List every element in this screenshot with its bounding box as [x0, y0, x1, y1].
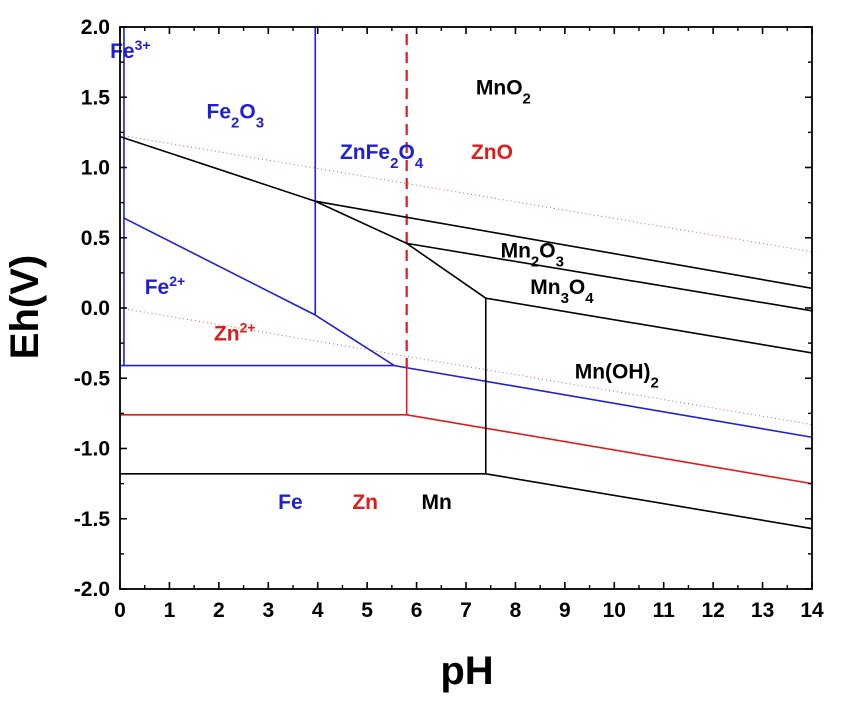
series-line-segment	[120, 307, 812, 426]
series-water-stability-upper	[120, 134, 812, 253]
x-tick-label: 14	[800, 599, 824, 622]
x-axis-title: pH	[440, 649, 493, 693]
x-tick-label: 12	[701, 599, 724, 622]
x-tick-label: 1	[164, 599, 176, 622]
region-label-fe: Fe	[278, 491, 303, 514]
region-label-zno: ZnO	[471, 141, 513, 164]
series-line-segment	[314, 200, 408, 245]
y-axis-title: Eh(V)	[3, 255, 47, 359]
series-line-segment	[485, 297, 812, 354]
series-fe	[120, 27, 812, 439]
region-label-znfe2o4: ZnFe2O4	[340, 141, 424, 172]
series-line-segment	[406, 242, 812, 312]
region-label-mn: Mn	[422, 491, 452, 514]
x-tick-label: 6	[411, 599, 423, 622]
region-label-mno2: MnO2	[476, 76, 531, 107]
axis-layer: 0 1 2 3 4 5 6 7 8 9 10 11 12 13 142.01.51.00.50.0-0.5-…	[74, 16, 824, 622]
x-tick-label: 2	[213, 599, 225, 622]
region-label-fe2o3: Fe2O3	[207, 100, 265, 131]
region-label-zn: Zn	[352, 491, 378, 514]
x-tick-label: 8	[510, 599, 522, 622]
y-tick-label: 1.5	[81, 86, 111, 109]
region-label-fe2: Fe2+	[145, 273, 185, 299]
x-tick-label: 3	[262, 599, 274, 622]
series-line-segment	[406, 413, 812, 485]
series-layer	[120, 27, 812, 530]
y-tick-label: 2.0	[81, 16, 110, 39]
region-label-mn2o3: Mn2O3	[501, 239, 564, 270]
y-tick-label: 0.5	[81, 227, 111, 250]
series-water-stability-lower	[120, 307, 812, 426]
series-line-segment	[485, 473, 812, 530]
annotation-layer: Fe3+ Fe2O3 ZnFe2O4 ZnO MnO2 Mn2O3 Mn3O4 Fe2+ Zn2…	[110, 37, 659, 514]
series-zn	[120, 368, 812, 485]
x-tick-label: 0	[114, 599, 126, 622]
x-tick-label: 7	[460, 599, 472, 622]
y-tick-label: 0.0	[81, 297, 110, 320]
y-tick-label: 1.0	[81, 157, 110, 180]
region-label-fe3: Fe3+	[110, 37, 150, 63]
series-line-segment	[120, 134, 812, 253]
x-tick-label: 5	[361, 599, 373, 622]
y-tick-label: -0.5	[74, 367, 111, 390]
y-tick-label: -1.5	[74, 508, 111, 531]
region-label-zn2: Zn2+	[214, 319, 256, 345]
series-line-segment	[123, 217, 316, 316]
y-tick-label: -2.0	[74, 578, 110, 601]
series-line-segment	[120, 135, 316, 202]
y-tick-label: -1.0	[74, 438, 110, 461]
x-tick-label: 4	[312, 599, 324, 622]
x-tick-label: 13	[751, 599, 774, 622]
series-line-segment	[314, 314, 395, 367]
region-label-mnoh2: Mn(OH)2	[575, 360, 659, 391]
series-line-segment	[406, 242, 487, 299]
x-tick-label: 9	[559, 599, 571, 622]
x-tick-label: 11	[653, 599, 676, 622]
x-tick-label: 10	[603, 599, 626, 622]
series-mn	[120, 135, 812, 530]
series-line-segment	[315, 200, 812, 290]
series-line-segment	[394, 364, 812, 439]
region-label-mn3o4: Mn3O4	[530, 276, 594, 307]
